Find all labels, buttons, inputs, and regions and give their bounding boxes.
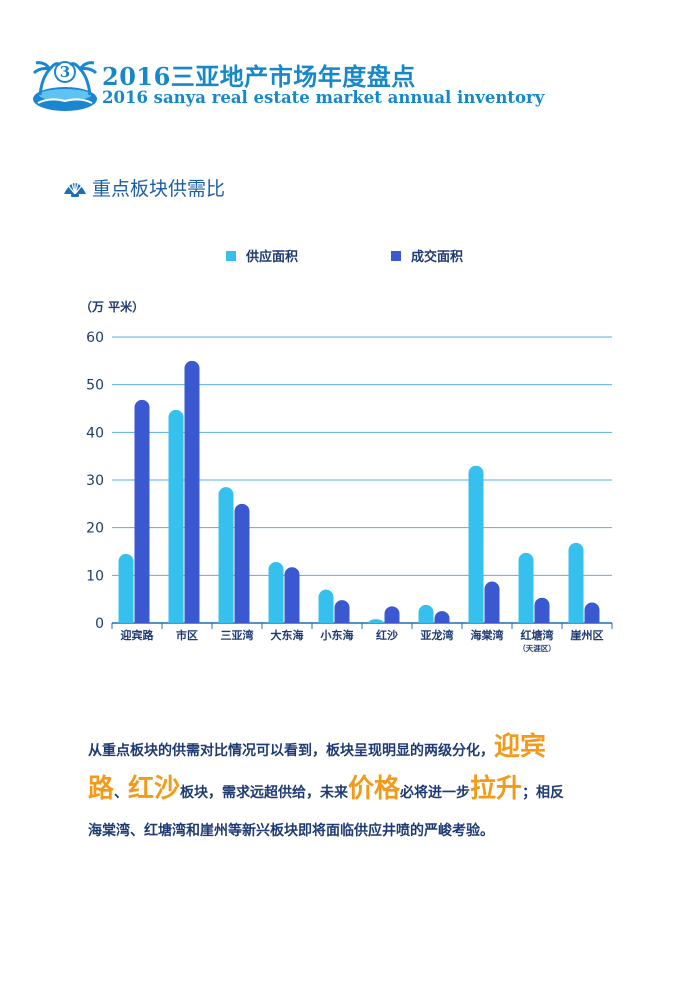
y-axis-label: （万 平米） (80, 299, 144, 314)
highlight-price: 价格 (348, 774, 401, 804)
x-tick-sublabel: （天涯区） (518, 643, 556, 653)
legend-swatch (226, 251, 236, 261)
bar-deal (284, 567, 300, 623)
page-title-cn: 2016三亚地产市场年度盘点 (102, 62, 416, 91)
y-tick-label: 30 (86, 473, 104, 489)
x-tick-label: 亚龙湾 (421, 628, 454, 642)
bar-supply (368, 619, 384, 623)
x-tick-label: 大东海 (271, 628, 304, 642)
highlight-yingbin: 迎宾 (494, 732, 547, 762)
bar-deal (384, 606, 400, 623)
bar-deal (484, 581, 500, 623)
bar-deal (184, 360, 200, 623)
highlight-lu: 路 (88, 774, 115, 804)
shell-icon (64, 178, 86, 197)
section-title: 重点板块供需比 (92, 178, 226, 200)
bar-supply (568, 542, 584, 623)
page-number: 3 (59, 63, 71, 81)
body-sep: 、 (114, 785, 129, 801)
x-tick-label: 市区 (176, 628, 198, 642)
page-title-en: 2016 sanya real estate market annual inv… (102, 88, 545, 107)
page-header: 3 2016三亚地产市场年度盘点 2016 sanya real estate … (30, 55, 670, 115)
y-tick-label: 60 (86, 330, 104, 346)
palm-island-logo-icon (32, 61, 98, 111)
bar-supply (168, 409, 184, 623)
highlight-rise: 拉升 (470, 774, 523, 804)
legend-swatch (391, 251, 401, 261)
body-text-1: 从重点板块的供需对比情况可以看到，板块呈现明显的两级分化， (88, 743, 494, 759)
x-tick-label: 红塘湾 (521, 628, 554, 642)
x-tick-label: 海棠湾 (471, 628, 504, 642)
y-tick-label: 10 (86, 568, 104, 584)
chart-bars (118, 360, 600, 623)
legend-label: 供应面积 (245, 249, 298, 265)
x-tick-label: 小东海 (320, 628, 354, 642)
y-tick-label: 50 (86, 378, 104, 394)
bar-deal (234, 503, 250, 623)
bar-supply (268, 561, 284, 623)
x-tick-label: 红沙 (376, 628, 398, 642)
legend-label: 成交面积 (411, 249, 463, 265)
y-tick-label: 40 (86, 425, 104, 441)
bar-supply (468, 465, 484, 623)
bar-deal (134, 399, 150, 623)
y-tick-label: 20 (86, 521, 104, 537)
bar-deal (334, 600, 350, 623)
y-tick-label: 0 (95, 616, 104, 632)
supply-demand-bar-chart: 供应面积 成交面积 （万 平米） 0 10 20 30 40 50 60 迎宾路 市区 三亚湾 大东… (80, 249, 613, 653)
analysis-paragraph: 从重点板块的供需对比情况可以看到，板块呈现明显的两级分化，迎宾 路、红沙板块，需… (88, 728, 628, 844)
highlight-hongsha: 红沙 (128, 774, 181, 804)
x-tick-label: 迎宾路 (121, 628, 155, 642)
chart-legend: 供应面积 成交面积 (226, 249, 463, 265)
body-text-5: 海棠湾、红塘湾和崖州等新兴板块即将面临供应井喷的严峻考验。 (88, 823, 494, 839)
body-text-2: 板块，需求远超供给，未来 (180, 785, 349, 801)
x-tick-label: 三亚湾 (221, 628, 254, 642)
bar-deal (584, 602, 600, 623)
x-tick-label: 崖州区 (570, 628, 604, 642)
bar-supply (218, 487, 234, 623)
bar-supply (518, 552, 534, 623)
y-axis-ticks: 0 10 20 30 40 50 60 (86, 330, 104, 632)
body-text-4: ；相反 (522, 785, 565, 801)
x-axis-labels: 迎宾路 市区 三亚湾 大东海 小东海 红沙 亚龙湾 海棠湾 红塘湾（天涯区） 崖州区 (111, 623, 613, 653)
body-text-3: 必将进一步 (400, 785, 471, 801)
bar-supply (118, 553, 134, 623)
bar-supply (418, 604, 434, 623)
bar-deal (434, 611, 450, 623)
bar-deal (534, 597, 550, 623)
bar-supply (318, 589, 334, 623)
